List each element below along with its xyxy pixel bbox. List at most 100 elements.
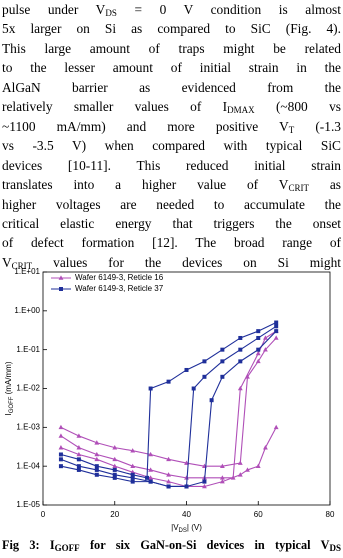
text-run: = 0 V condition is almost: [116, 2, 341, 17]
body-text: pulse under VDS = 0 V condition is almos…: [2, 0, 341, 272]
text-line: devices [10-11]. This reduced initial st…: [2, 156, 341, 175]
text-run: | (V): [187, 523, 202, 532]
marker: [274, 324, 279, 329]
series-line: [60, 330, 277, 488]
text-run: to the lesser amount of initial strain i…: [2, 60, 341, 76]
text-line: ~1100 mA/mm) and more positive VT (-1.3: [2, 117, 341, 136]
subscript: GOFF: [9, 396, 15, 413]
marker: [255, 358, 261, 364]
marker: [245, 467, 250, 472]
figure-caption: Fig 3: IGOFF for six GaN-on-Si devices i…: [2, 538, 341, 553]
marker: [130, 472, 135, 477]
series-line: [60, 337, 277, 467]
y-tick-label: 1.E-05: [16, 500, 40, 509]
marker: [238, 347, 243, 352]
plot-frame: [42, 271, 331, 506]
marker: [191, 386, 196, 391]
text-run: Fig 3: I: [2, 538, 55, 552]
marker: [94, 456, 100, 462]
x-tick-label: 0: [41, 510, 46, 519]
x-axis-label: |VDS| (V): [171, 523, 202, 533]
marker: [273, 424, 279, 430]
y-tick-label: 1.E+01: [14, 267, 40, 276]
marker: [148, 386, 153, 391]
subscript: DS: [329, 543, 341, 553]
series-line: [60, 322, 277, 479]
subscript: GOFF: [54, 543, 80, 553]
subscript: DS: [105, 8, 117, 18]
marker: [273, 335, 279, 340]
marker: [184, 484, 189, 489]
text-run: as: [308, 177, 341, 193]
marker: [58, 445, 64, 450]
marker: [76, 451, 82, 457]
text-run: relatively smaller values of I: [2, 99, 228, 115]
text-run: (-1.3: [294, 118, 341, 134]
y-tick-label: 1.E-02: [16, 384, 40, 393]
marker: [58, 424, 64, 430]
marker: [130, 475, 135, 480]
text-run: translates into a higher value of V: [2, 177, 289, 193]
text-line: to the lesser amount of initial strain i…: [2, 58, 341, 77]
marker: [202, 359, 207, 364]
marker: [256, 329, 261, 334]
text-run: ~1100 mA/mm) and more positive V: [2, 118, 289, 134]
subscript: T: [288, 124, 295, 135]
marker: [220, 374, 225, 379]
marker: [274, 320, 279, 325]
x-tick-label: 60: [254, 510, 263, 519]
marker: [263, 445, 268, 450]
marker: [112, 472, 117, 477]
subscript: CRIT: [288, 183, 309, 194]
marker: [148, 451, 154, 457]
marker: [76, 445, 82, 450]
marker: [130, 463, 136, 468]
marker: [166, 479, 171, 484]
marker: [112, 475, 117, 480]
marker: [209, 398, 214, 403]
marker: [237, 385, 243, 391]
marker: [76, 464, 81, 469]
marker: [148, 467, 154, 472]
marker: [112, 445, 118, 450]
marker: [145, 475, 150, 480]
marker: [58, 433, 64, 438]
marker: [202, 374, 207, 379]
text-line: pulse under VDS = 0 V condition is almos…: [2, 0, 341, 19]
x-tick-label: 40: [182, 510, 191, 519]
marker: [76, 433, 82, 438]
x-tick-label: 80: [326, 510, 335, 519]
text-run: |V: [171, 523, 179, 532]
text-run: (~800 vs: [254, 99, 341, 115]
text-line: VCRIT values for the devices on Si might: [2, 253, 341, 272]
marker: [256, 347, 261, 352]
y-axis-label: IGOFF (mA/mm): [4, 361, 14, 415]
text-run: critical elastic energy that triggers th…: [2, 215, 341, 231]
marker: [112, 467, 117, 472]
text-line: relatively smaller values of IDMAX (~800…: [2, 97, 341, 116]
marker: [76, 467, 81, 472]
text-line: This large amount of traps might be rela…: [2, 39, 341, 58]
marker: [202, 479, 207, 484]
y-tick-label: 1.E-01: [16, 345, 40, 354]
marker: [202, 483, 207, 489]
marker: [94, 472, 99, 477]
marker: [112, 456, 118, 462]
marker: [166, 456, 171, 462]
marker: [184, 367, 189, 372]
text-run: 5x larger on Si as compared to SiC (Fig.…: [2, 21, 341, 37]
y-tick-label: 1.E-03: [16, 422, 40, 431]
marker: [219, 475, 225, 480]
text-run: This large amount of traps might be rela…: [2, 40, 341, 56]
marker: [219, 463, 225, 468]
marker: [237, 472, 243, 477]
marker: [148, 475, 154, 480]
text-run: vs -3.5 V) when compared with typical Si…: [2, 138, 341, 154]
text-line: critical elastic energy that triggers th…: [2, 214, 341, 233]
marker: [148, 479, 153, 484]
marker: [76, 457, 81, 462]
marker: [58, 457, 63, 462]
text-line: 5x larger on Si as compared to SiC (Fig.…: [2, 19, 341, 38]
text-run: values for the devices on Si might: [32, 254, 341, 270]
